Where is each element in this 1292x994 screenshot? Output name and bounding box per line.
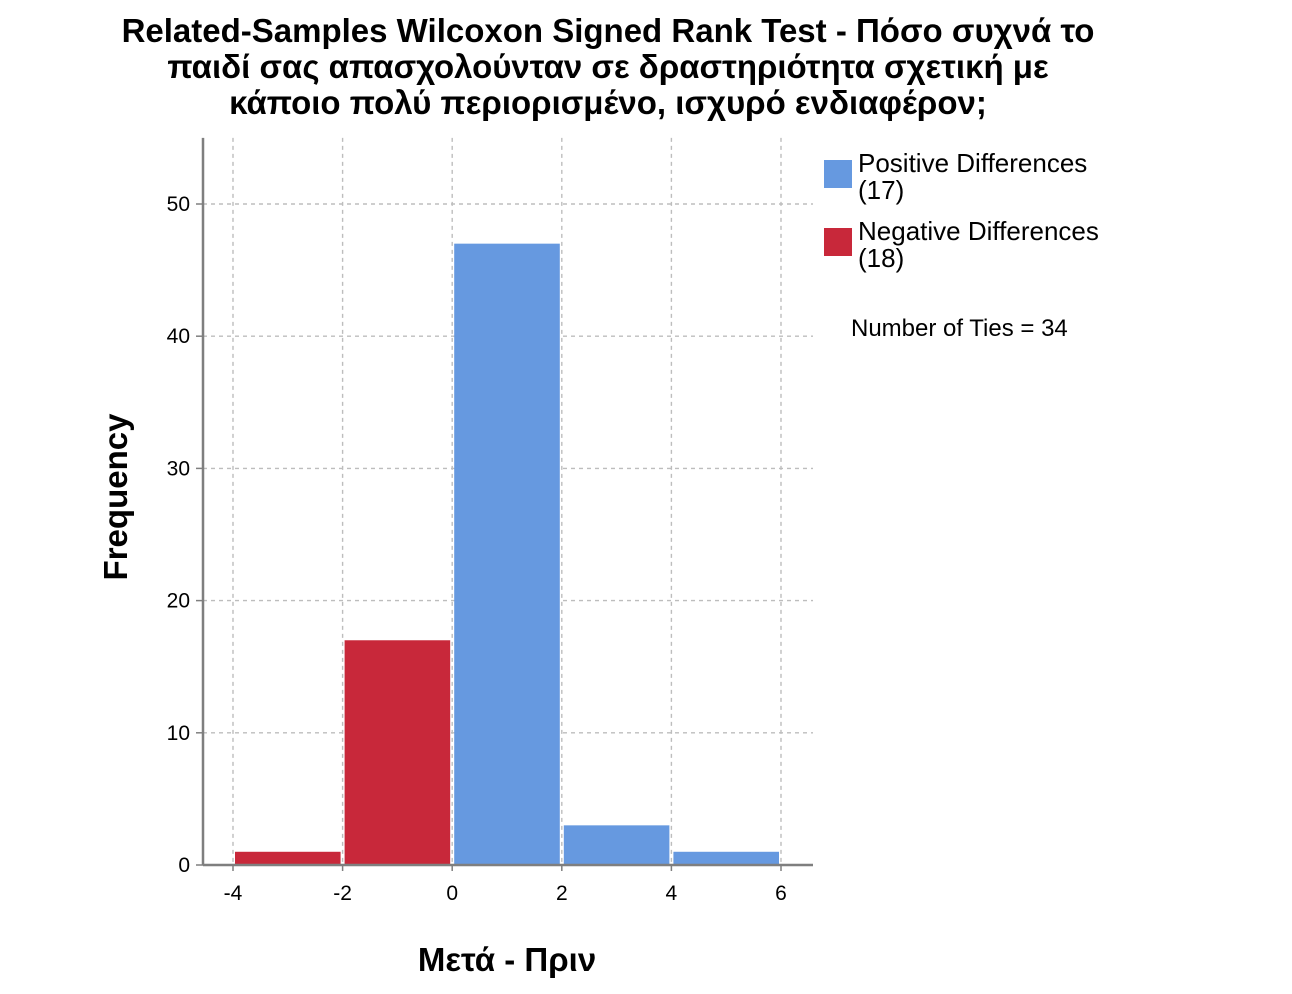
- chart-title-line-3: κάποιο πολύ περιορισμένο, ισχυρό ενδιαφέ…: [229, 84, 987, 121]
- chart-title-line-2: παιδί σας απασχολούνταν σε δραστηριότητα…: [167, 48, 1049, 85]
- legend-swatch-positive: [824, 160, 852, 188]
- x-axis-title: Μετά - Πριν: [418, 941, 596, 978]
- axes: [201, 137, 813, 867]
- x-tick-label: 0: [446, 882, 458, 905]
- chart-title: Related-Samples Wilcoxon Signed Rank Tes…: [122, 12, 1095, 121]
- tick-labels: 0 10 20 30 40 50 -4 -2 0 2 4 6: [167, 193, 787, 905]
- histogram-bars: [235, 243, 779, 865]
- ties-annotation: Number of Ties = 34: [851, 315, 1068, 342]
- bar-positive-difference: [673, 851, 779, 865]
- x-tick-label: 6: [775, 882, 787, 905]
- legend: Positive Differences (17) Negative Diffe…: [824, 148, 1099, 273]
- y-tick-label: 40: [167, 325, 190, 348]
- y-axis-title: Frequency: [97, 413, 134, 581]
- y-tick-label: 10: [167, 722, 190, 745]
- bar-negative-difference: [235, 851, 341, 865]
- y-tick-label: 20: [167, 590, 190, 613]
- chart-title-line-1: Related-Samples Wilcoxon Signed Rank Tes…: [122, 12, 1095, 49]
- y-tick-label: 0: [178, 854, 190, 877]
- x-tick-label: -2: [333, 882, 352, 905]
- y-tick-label: 30: [167, 457, 190, 480]
- legend-label-positive: Positive Differences: [858, 148, 1087, 178]
- bar-negative-difference: [344, 640, 451, 865]
- bar-positive-difference: [563, 825, 670, 865]
- x-tick-label: 4: [666, 882, 678, 905]
- y-tick-label: 50: [167, 193, 190, 216]
- legend-label-negative: Negative Differences: [858, 216, 1099, 246]
- legend-count-positive: (17): [858, 175, 904, 205]
- bar-positive-difference: [454, 243, 560, 865]
- legend-swatch-negative: [824, 228, 852, 256]
- x-tick-label: 2: [556, 882, 568, 905]
- legend-count-negative: (18): [858, 243, 904, 273]
- x-tick-label: -4: [224, 882, 243, 905]
